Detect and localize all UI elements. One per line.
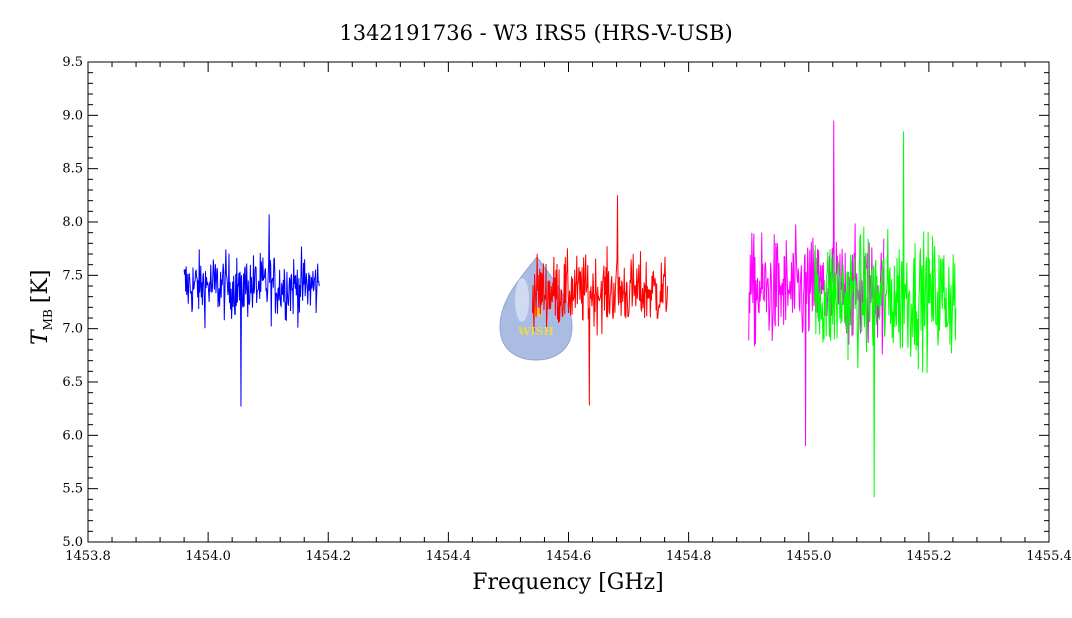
y-axis-label: TMB [K] [28,270,55,345]
x-tick-label: 1454.2 [306,549,352,564]
x-tick-label: 1454.4 [426,549,472,564]
y-tick-label: 6.5 [62,375,83,390]
y-tick-label: 8.0 [62,215,83,230]
x-axis-label: Frequency [GHz] [472,570,664,595]
y-label-unit: [K] [28,270,53,304]
logo-highlight [515,278,529,322]
y-tick-label: 7.5 [62,268,83,283]
x-tick-label: 1455.4 [1026,549,1072,564]
svg-text:TMB[K]: TMB [K] [28,270,55,345]
chart-title: 1342191736 - W3 IRS5 (HRS-V-USB) [339,21,732,45]
x-tick-label: 1455.0 [786,549,832,564]
series-line-0 [183,214,320,407]
x-tick-label: 1455.2 [906,549,952,564]
series-line-3 [814,131,957,498]
x-tick-label: 1454.0 [185,549,231,564]
axis-ticks [87,61,1050,543]
series-line-1 [531,195,669,406]
y-tick-label: 5.0 [62,535,83,550]
y-tick-label: 9.5 [62,55,83,70]
y-tick-label: 7.0 [62,322,83,337]
x-tick-label: 1454.6 [546,549,592,564]
y-tick-label: 8.5 [62,162,83,177]
x-tick-labels: 1453.8 1454.0 1454.2 1454.4 1454.6 1454.8 1455… [65,549,1072,564]
x-tick-label: 1453.8 [65,549,111,564]
y-label-sub: MB [41,309,55,330]
logo-label: WISH [517,325,554,338]
x-tick-label: 1454.8 [666,549,712,564]
y-tick-labels: 5.0 5.5 6.0 6.5 7.0 7.5 8.0 8.5 9.0 9.5 [62,55,83,550]
series-layer [183,120,957,498]
y-label-main: T [28,328,53,345]
y-tick-label: 6.0 [62,428,83,443]
y-tick-label: 9.0 [62,108,83,123]
y-tick-label: 5.5 [62,482,83,497]
